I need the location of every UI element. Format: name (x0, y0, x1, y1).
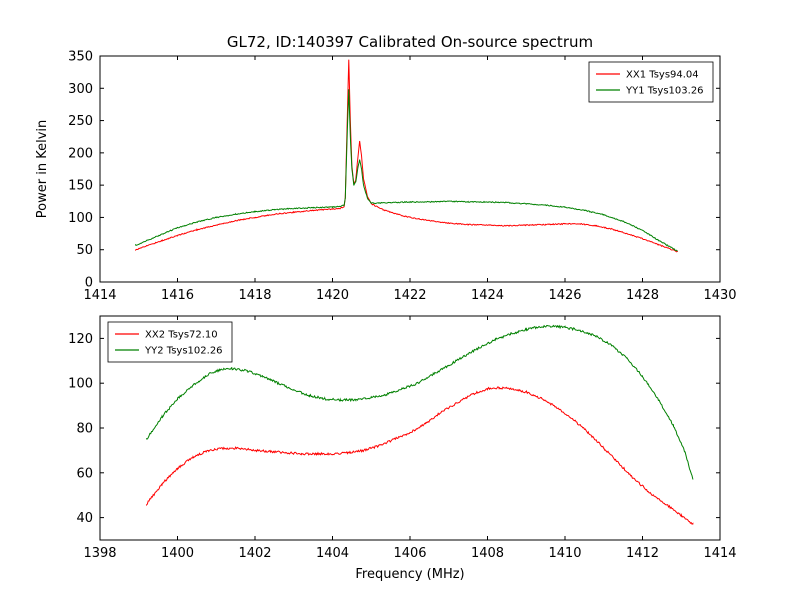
x-tick-label: 1424 (471, 288, 504, 303)
x-tick-label: 1422 (393, 288, 426, 303)
x-tick-label: 1418 (238, 288, 271, 303)
legend-label: YY1 Tsys103.26 (625, 86, 704, 97)
x-tick-label: 1412 (626, 546, 659, 561)
x-tick-label: 1402 (238, 546, 271, 561)
series-xx2-line (146, 386, 694, 525)
x-tick-label: 1428 (626, 288, 659, 303)
y-tick-label: 60 (76, 466, 93, 481)
x-tick-label: 1406 (393, 546, 426, 561)
series-yy2-line (146, 324, 694, 480)
legend-box (588, 61, 714, 103)
plot-title: GL72, ID:140397 Calibrated On-source spe… (227, 33, 593, 51)
x-tick-label: 1400 (161, 546, 194, 561)
x-tick-label: 1408 (471, 546, 504, 561)
y-tick-label: 100 (68, 377, 93, 392)
series-yy1-line (135, 89, 678, 252)
x-tick-label: 1414 (83, 288, 116, 303)
y-tick-label: 40 (76, 511, 93, 526)
x-tick-label: 1416 (161, 288, 194, 303)
x-tick-label: 1420 (316, 288, 349, 303)
legend-label: XX2 Tsys72.10 (145, 330, 218, 341)
y-tick-label: 150 (68, 179, 93, 194)
x-tick-label: 1426 (548, 288, 581, 303)
y-tick-label: 250 (68, 114, 93, 129)
top-ylabel: Power in Kelvin (35, 120, 50, 218)
y-tick-label: 200 (68, 146, 93, 161)
x-tick-label: 1404 (316, 546, 349, 561)
y-tick-label: 50 (76, 243, 93, 258)
y-tick-label: 100 (68, 211, 93, 226)
legend-box (107, 321, 233, 363)
series-xx1-line (135, 59, 678, 253)
y-tick-label: 300 (68, 82, 93, 97)
x-tick-label: 1410 (548, 546, 581, 561)
y-tick-label: 80 (76, 422, 93, 437)
y-tick-label: 350 (68, 50, 93, 65)
x-tick-label: 1430 (703, 288, 736, 303)
x-tick-label: 1414 (703, 546, 736, 561)
legend-label: YY2 Tsys102.26 (144, 346, 223, 357)
y-tick-label: 120 (68, 332, 93, 347)
y-tick-label: 0 (85, 276, 93, 291)
x-tick-label: 1398 (83, 546, 116, 561)
bottom-xlabel: Frequency (MHz) (355, 567, 464, 582)
legend-label: XX1 Tsys94.04 (626, 70, 699, 81)
bottom-plot: 1398 1400 1402 1404 1406 1408 1410 1412 1414 40 60… (68, 315, 737, 561)
top-plot: 1414 1416 1418 1420 1422 1424 1426 1428 1430 0 50 1… (68, 50, 736, 304)
